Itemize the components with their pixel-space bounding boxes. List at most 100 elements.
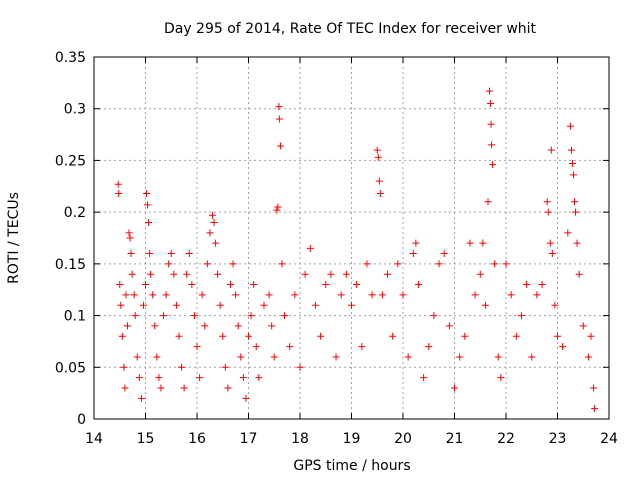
data-point — [461, 332, 469, 340]
data-point — [162, 291, 170, 299]
x-tick-label: 23 — [549, 431, 567, 447]
data-point — [363, 260, 371, 268]
data-point — [456, 353, 464, 361]
data-point — [165, 260, 173, 268]
data-point — [376, 190, 384, 198]
y-axis-ticks: 0 0.05 0.1 0.15 0.2 0.25 0.3 0.35 — [55, 50, 609, 428]
data-point — [394, 260, 402, 268]
data-point — [591, 405, 599, 413]
data-point — [389, 332, 397, 340]
data-point — [404, 353, 412, 361]
data-point — [144, 201, 152, 209]
x-tick-label: 15 — [137, 431, 155, 447]
data-point — [488, 141, 496, 149]
data-point — [139, 301, 147, 309]
data-point — [137, 394, 145, 402]
data-point — [384, 270, 392, 278]
data-point — [135, 374, 143, 382]
data-point — [567, 146, 575, 154]
data-point — [497, 374, 505, 382]
x-tick-label: 19 — [343, 431, 361, 447]
y-axis-label: ROTI / TECUs — [6, 192, 22, 284]
data-point — [512, 332, 520, 340]
y-tick-label: 0.25 — [55, 153, 86, 169]
data-point — [481, 301, 489, 309]
x-tick-label: 21 — [446, 431, 464, 447]
data-point — [114, 180, 122, 188]
data-point — [117, 301, 125, 309]
data-point — [466, 239, 474, 247]
data-point — [133, 353, 141, 361]
data-point — [214, 270, 222, 278]
data-point — [216, 301, 224, 309]
data-point — [131, 312, 139, 320]
data-point — [551, 301, 559, 309]
data-point — [123, 322, 131, 330]
data-point — [190, 312, 198, 320]
x-tick-label: 17 — [240, 431, 258, 447]
data-point — [409, 250, 417, 258]
x-axis-ticks: 14 15 16 17 18 19 20 21 22 23 24 — [85, 57, 618, 447]
data-point — [232, 291, 240, 299]
data-point — [180, 384, 188, 392]
data-point — [153, 353, 161, 361]
grid-lines — [94, 57, 609, 419]
data-point — [219, 332, 227, 340]
data-point — [547, 146, 555, 154]
data-point — [291, 291, 299, 299]
data-point — [507, 291, 515, 299]
data-point — [348, 301, 355, 309]
data-point — [476, 270, 484, 278]
data-point — [332, 353, 340, 361]
data-point — [471, 291, 479, 299]
data-point — [276, 142, 284, 150]
data-point — [242, 394, 250, 402]
data-point — [451, 384, 458, 392]
data-point — [440, 250, 448, 258]
data-point — [587, 332, 595, 340]
data-point — [210, 218, 218, 226]
data-point — [260, 301, 268, 309]
data-point — [170, 270, 178, 278]
data-point — [234, 322, 242, 330]
data-point — [201, 322, 209, 330]
data-point — [337, 291, 345, 299]
data-point — [374, 153, 382, 161]
data-point — [160, 312, 168, 320]
data-point — [126, 234, 134, 242]
data-point — [206, 229, 214, 237]
data-point — [245, 332, 252, 340]
data-point — [155, 374, 163, 382]
data-point — [121, 384, 129, 392]
data-point — [414, 281, 422, 289]
data-point — [566, 122, 574, 130]
data-point — [193, 343, 201, 351]
data-point — [247, 312, 255, 320]
data-point — [146, 250, 154, 258]
data-point — [494, 353, 502, 361]
data-point — [122, 291, 130, 299]
data-point — [239, 374, 247, 382]
data-point — [487, 120, 495, 128]
data-point — [327, 270, 335, 278]
data-point — [584, 353, 592, 361]
data-point — [237, 353, 245, 361]
data-point — [208, 211, 216, 219]
data-point — [143, 190, 151, 198]
data-point — [118, 332, 126, 340]
data-point — [425, 343, 433, 351]
data-point — [572, 208, 580, 216]
y-tick-label: 0.35 — [55, 50, 86, 66]
data-point — [533, 291, 541, 299]
data-point — [185, 250, 193, 258]
data-point — [252, 343, 260, 351]
data-point — [543, 198, 551, 206]
data-point — [116, 281, 124, 289]
data-point — [221, 363, 229, 371]
data-point — [301, 270, 309, 278]
y-tick-label: 0.15 — [55, 257, 86, 273]
data-point — [149, 291, 157, 299]
data-point — [317, 332, 325, 340]
data-point — [278, 260, 286, 268]
